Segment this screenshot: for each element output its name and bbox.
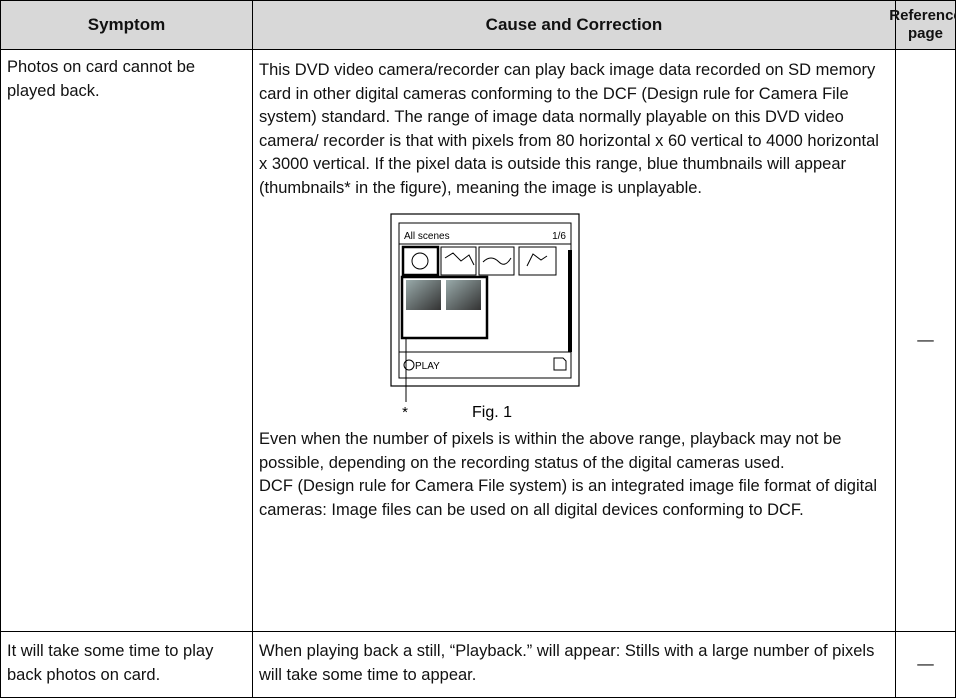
symptom-cell: Photos on card cannot be played back. (1, 50, 253, 632)
play-label: PLAY (415, 361, 440, 372)
paragraph: Even when the number of pixels is within… (259, 430, 842, 472)
thumbnail (518, 246, 557, 276)
icon (411, 252, 429, 270)
icon (444, 252, 475, 266)
screen-title: All scenes (404, 231, 450, 242)
counter: 1/6 (552, 231, 566, 242)
symptom-cell: It will take some time to play back phot… (1, 632, 253, 698)
card-icon (553, 357, 567, 371)
scrollbar (568, 250, 572, 352)
cause-cell: When playing back a still, “Playback.” w… (253, 632, 896, 698)
thumbnail (440, 246, 477, 276)
blue-thumbnail (446, 280, 481, 310)
reference-cell: — (896, 632, 956, 698)
icon (482, 257, 512, 265)
marker: * (402, 404, 408, 421)
caption: Fig. 1 (472, 404, 512, 421)
thumbnail (401, 245, 440, 277)
paragraph: When playing back a still, “Playback.” w… (259, 642, 875, 684)
header-cell: Reference page (889, 1, 956, 50)
figure: All scenes 1/6 PLAY * Fig. 1 (390, 213, 580, 421)
reference-cell: — (896, 50, 956, 632)
play-icon (403, 359, 415, 371)
cause-cell: This DVD video camera/recorder can play … (253, 50, 896, 632)
header-cell: Symptom (1, 1, 253, 50)
paragraph: This DVD video camera/recorder can play … (259, 61, 879, 197)
icon (526, 253, 548, 267)
blue-thumbnail (406, 280, 441, 310)
highlight-box (400, 275, 489, 340)
paragraph: DCF (Design rule for Camera File system)… (259, 477, 878, 519)
header-cell: Cause and Correction (253, 1, 896, 50)
